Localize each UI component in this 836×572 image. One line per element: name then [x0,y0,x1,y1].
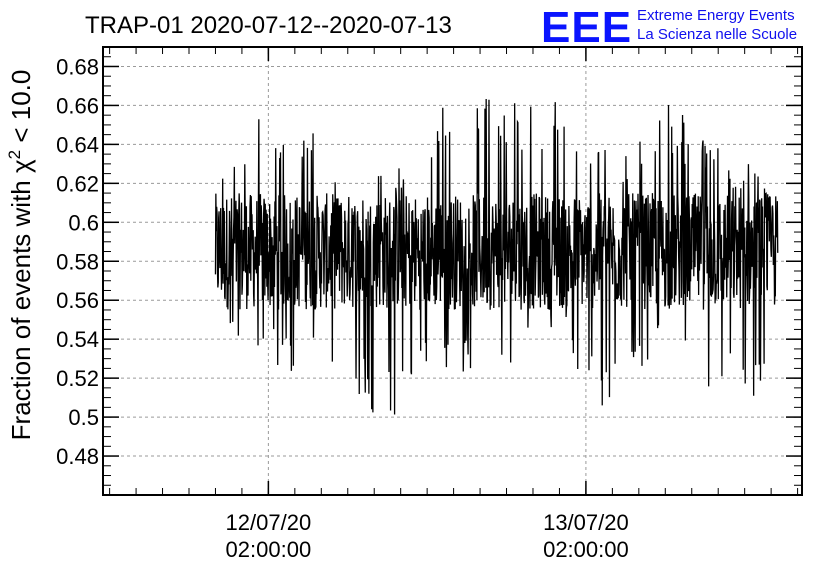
eee-logo: EEE Extreme Energy Events La Scienza nel… [541,3,797,52]
y-axis-label: Fraction of events with χ2 < 10.0 [5,70,36,441]
y-tick-label: 0.48 [56,444,99,469]
x-tick-date-label: 13/07/20 [543,510,629,535]
logo-line-2: La Scienza nelle Scuole [637,26,797,43]
y-axis-ticks: 0.48 0.5 0.52 0.54 0.56 0.58 0.6 0.62 0.64 0.66 0.… [56,46,802,496]
logo-line-1: Extreme Energy Events [637,7,795,24]
chart-title: TRAP-01 2020-07-12--2020-07-13 [85,12,452,39]
x-tick-time-label: 02:00:00 [543,537,629,562]
y-tick-label: 0.56 [56,288,99,313]
y-tick-label: 0.54 [56,327,99,352]
y-tick-label: 0.64 [56,132,99,157]
series-line [214,99,779,415]
x-tick-time-label: 02:00:00 [226,537,312,562]
y-tick-label: 0.66 [56,93,99,118]
logo-mark: EEE [541,3,632,52]
data-series [214,99,779,415]
y-tick-label: 0.52 [56,366,99,391]
y-tick-label: 0.6 [68,210,99,235]
y-tick-label: 0.68 [56,54,99,79]
y-tick-label: 0.5 [68,405,99,430]
x-tick-date-label: 12/07/20 [226,510,312,535]
y-tick-label: 0.62 [56,171,99,196]
y-tick-label: 0.58 [56,249,99,274]
